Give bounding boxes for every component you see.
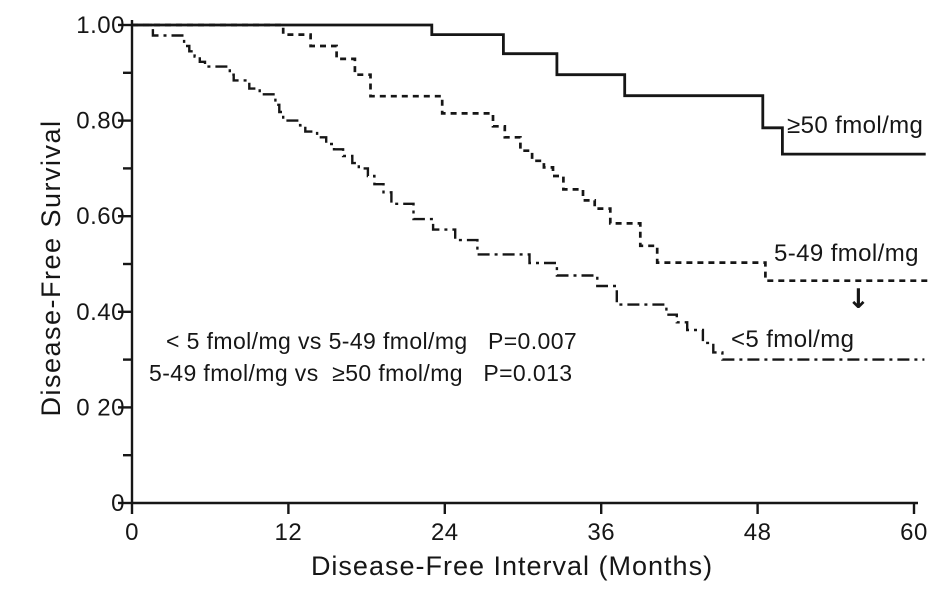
pvalue-annotation-2: 5-49 fmol/mg vs ≥50 fmol/mg P=0.013 — [149, 360, 573, 386]
x-axis-title: Disease-Free Interval (Months) — [310, 551, 714, 581]
down-arrow-icon: ↓ — [847, 284, 870, 315]
y-tick-label: 0 20 — [76, 394, 125, 421]
pvalue-annotation-1: < 5 fmol/mg vs 5-49 fmol/mg P=0.007 — [166, 328, 578, 354]
curve-label-ge50: ≥50 fmol/mg — [787, 112, 924, 139]
survival-curve-dashdot — [132, 23, 925, 361]
x-tick-label: 48 — [744, 519, 772, 546]
y-tick-label: 1.00 — [76, 12, 125, 39]
x-tick-label: 12 — [275, 519, 303, 546]
y-axis-title: Disease-Free Survival — [36, 119, 66, 417]
curve-label-5-49: 5-49 fmol/mg — [774, 240, 919, 267]
x-tick-label: 24 — [431, 519, 459, 546]
x-tick-label: 36 — [587, 519, 615, 546]
y-tick-label: 0.80 — [76, 108, 125, 135]
x-tick-label: 60 — [900, 519, 928, 546]
y-tick-label: 0 — [111, 490, 125, 517]
survival-curve-dashed — [132, 23, 930, 283]
y-tick-label: 0.60 — [76, 203, 125, 230]
y-tick-label: 0.40 — [76, 299, 125, 326]
x-tick-label: 0 — [125, 519, 139, 546]
curve-label-lt5: <5 fmol/mg — [731, 326, 855, 353]
survival-curve-solid — [132, 23, 926, 156]
